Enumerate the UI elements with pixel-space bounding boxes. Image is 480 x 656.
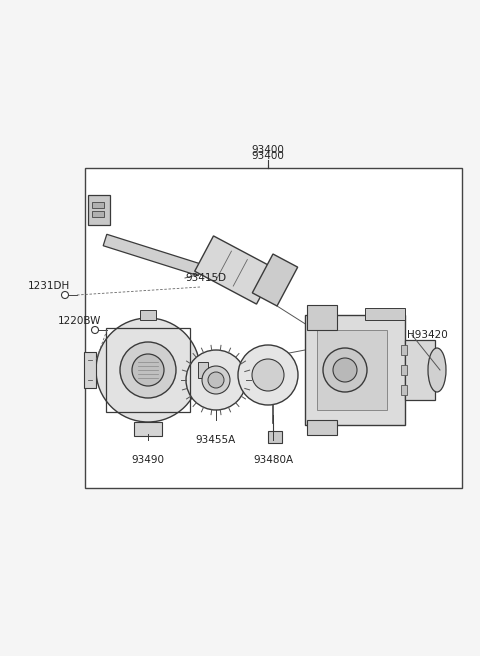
Circle shape — [202, 366, 230, 394]
Text: 93455A: 93455A — [196, 435, 236, 445]
Bar — [85, 168, 462, 488]
Bar — [198, 362, 208, 378]
Bar — [317, 330, 387, 410]
Ellipse shape — [428, 348, 446, 392]
Text: 93415D: 93415D — [185, 273, 226, 283]
Bar — [405, 340, 435, 400]
Circle shape — [252, 359, 284, 391]
Bar — [307, 305, 337, 330]
Circle shape — [323, 348, 367, 392]
Circle shape — [96, 318, 200, 422]
Text: 93480A: 93480A — [253, 455, 293, 465]
Text: 93400: 93400 — [252, 145, 285, 155]
Text: 93490: 93490 — [132, 455, 165, 465]
Text: 1220BW: 1220BW — [58, 316, 101, 326]
Bar — [401, 365, 407, 375]
Polygon shape — [195, 236, 276, 304]
Bar — [365, 308, 405, 320]
Circle shape — [238, 345, 298, 405]
Bar — [134, 422, 162, 436]
Bar — [84, 352, 96, 388]
Bar — [106, 328, 190, 412]
Circle shape — [61, 291, 69, 298]
Circle shape — [208, 372, 224, 388]
Text: H93420: H93420 — [407, 330, 448, 340]
Circle shape — [92, 327, 98, 333]
Circle shape — [132, 354, 164, 386]
Circle shape — [333, 358, 357, 382]
Bar — [401, 385, 407, 395]
Bar — [140, 310, 156, 320]
Bar — [268, 431, 282, 443]
Bar — [88, 195, 110, 225]
Bar — [305, 315, 405, 425]
Text: 93400: 93400 — [252, 151, 285, 161]
Bar — [401, 345, 407, 355]
Circle shape — [120, 342, 176, 398]
Polygon shape — [252, 254, 298, 306]
Bar — [307, 420, 337, 435]
Circle shape — [186, 350, 246, 410]
Text: 1231DH: 1231DH — [28, 281, 70, 291]
Bar — [92, 202, 104, 208]
Polygon shape — [103, 234, 202, 276]
Bar — [92, 211, 104, 217]
